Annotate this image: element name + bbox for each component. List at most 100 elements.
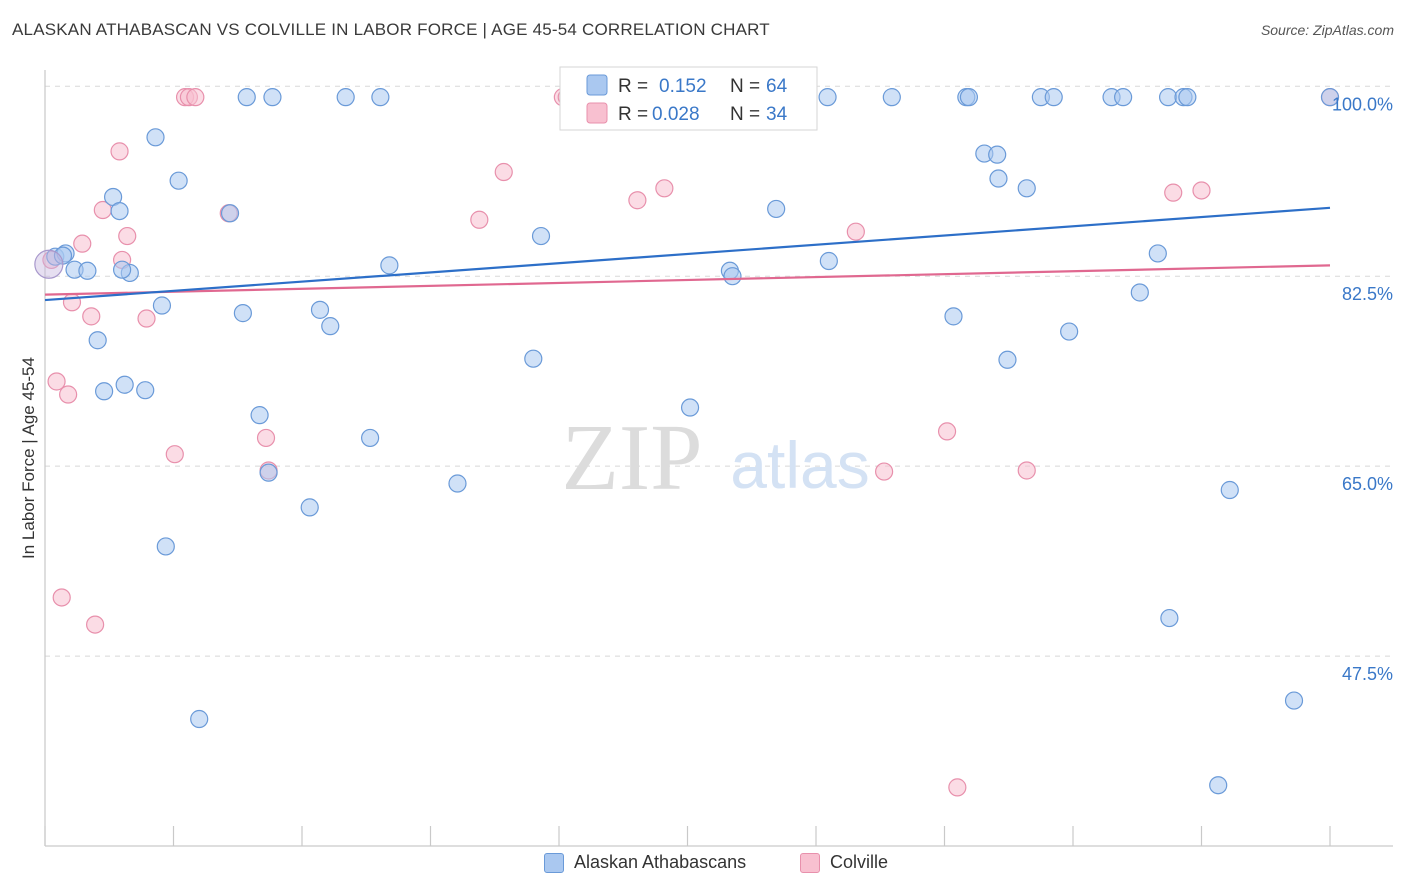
athabascan-point-3 (78, 261, 97, 280)
athabascan-point-20 (259, 463, 278, 482)
athabascan-point-56 (1178, 88, 1197, 107)
colville-point-25 (655, 179, 674, 198)
athabascan-point-37 (882, 88, 901, 107)
stats-r-value-pink: 0.028 (652, 104, 700, 125)
athabascan-point-59 (1284, 691, 1304, 710)
athabascan-point-28 (380, 256, 399, 275)
athabascan-point-35 (818, 88, 837, 107)
athabascan-point-16 (220, 204, 240, 223)
athabascan-point-44 (998, 350, 1017, 369)
stats-n-value-blue: 64 (766, 76, 788, 97)
athabascan-point-34 (767, 199, 786, 219)
legend-item-colville: Colville (800, 852, 888, 873)
colville-point-13 (165, 445, 184, 464)
y-tick-label-2: 65.0% (1342, 474, 1393, 494)
legend-swatch-pink (800, 852, 820, 873)
athabascan-point-43 (989, 169, 1008, 188)
stats-n-label-pink: N = (730, 104, 760, 125)
colville-point-31 (1192, 181, 1211, 200)
stats-r-label-blue: R = (618, 76, 648, 97)
athabascan-point-53 (1158, 88, 1178, 107)
source-credit: Source: ZipAtlas.com (1260, 22, 1394, 38)
stats-r-value-blue: 0.152 (659, 76, 707, 97)
athabascan-point-21 (263, 88, 282, 107)
colville-point-29 (1017, 461, 1036, 480)
x-axis-ticks (44, 826, 1331, 846)
colville-point-21 (494, 162, 513, 182)
athabascan-point-40 (959, 88, 979, 107)
colville-point-6 (82, 307, 101, 326)
athabascan-point-14 (169, 171, 188, 190)
colville-point-3 (59, 385, 78, 404)
athabascan-point-57 (1209, 776, 1228, 795)
y-tick-label-0: 100.0% (1332, 94, 1393, 114)
athabascan-point-45 (1017, 179, 1036, 198)
athabascan-point-17 (233, 304, 252, 323)
stats-n-value-pink: 34 (766, 104, 788, 125)
athabascan-point-27 (371, 88, 390, 107)
athabascan-point-8 (115, 375, 134, 394)
legend-label-athabascans: Alaskan Athabascans (574, 852, 747, 872)
athabascan-point-60 (1320, 88, 1340, 107)
stats-n-label-blue: N = (730, 76, 760, 97)
athabascan-point-19 (250, 406, 269, 425)
colville-point-16 (186, 88, 205, 107)
y-tick-label-1: 82.5% (1342, 284, 1393, 304)
athabascan-point-30 (524, 349, 543, 368)
athabascan-point-13 (156, 537, 175, 556)
athabascan-point-42 (988, 145, 1007, 164)
colville-point-11 (118, 226, 137, 246)
y-tick-labels: 100.0% 82.5% 65.0% 47.5% (1332, 94, 1393, 684)
athabascan-point-7 (110, 201, 129, 221)
athabascan-point-24 (321, 317, 340, 336)
athabascan-point-48 (1060, 322, 1079, 341)
colville-point-32 (948, 778, 967, 797)
athabascan-point-31 (531, 226, 551, 246)
colville-trend-line (44, 264, 1331, 296)
athabascan-point-23 (310, 300, 330, 319)
athabascan-point-54 (1160, 608, 1179, 628)
athabascan-point-4 (88, 331, 107, 350)
athabascan-point-10 (136, 381, 155, 400)
colville-point-30 (1164, 183, 1183, 202)
athabascan-point-52 (1148, 244, 1167, 263)
chart-title: ALASKAN ATHABASCAN VS COLVILLE IN LABOR … (12, 20, 770, 39)
legend-swatch-blue (544, 852, 564, 873)
colville-point-4 (62, 293, 82, 312)
athabascan-point-32 (680, 398, 700, 417)
colville-point-28 (937, 422, 957, 441)
athabascan-point-51 (1130, 283, 1149, 302)
colville-point-18 (256, 428, 276, 448)
athabascan-point-18 (237, 88, 256, 107)
colville-point-5 (73, 234, 92, 253)
watermark-zip: ZIP (562, 406, 703, 510)
athabascan-point-26 (361, 428, 380, 448)
legend-item-athabascans: Alaskan Athabascans (544, 852, 746, 873)
stats-r-label-pink: R = (618, 104, 648, 125)
athabascan-point-38 (944, 307, 963, 326)
series-legend: Alaskan Athabascans Colville (0, 850, 1406, 880)
athabascan-point-47 (1044, 88, 1063, 107)
stats-swatch-pink (586, 102, 608, 124)
colville-point-2 (52, 588, 71, 607)
athabascan-points (34, 88, 1340, 795)
y-axis-label: In Labor Force | Age 45-54 (19, 357, 38, 559)
colville-point-7 (86, 615, 105, 634)
athabascan-point-25 (336, 88, 355, 107)
athabascan-point-29 (448, 474, 467, 493)
athabascan-point-36 (819, 251, 838, 271)
colville-point-26 (846, 222, 865, 241)
colville-point-1 (47, 372, 66, 391)
colville-point-12 (137, 309, 156, 328)
overlap-point (34, 249, 64, 279)
athabascan-point-12 (152, 296, 172, 315)
athabascan-point-50 (1114, 88, 1133, 107)
stats-legend: R = 0.152 N = 64 R = 0.028 N = 34 (559, 66, 818, 131)
athabascan-point-63 (723, 267, 742, 286)
trend-lines (44, 206, 1331, 302)
athabascan-point-11 (146, 128, 165, 147)
athabascan-point-62 (112, 260, 132, 279)
athabascan-point-5 (95, 382, 114, 401)
colville-point-20 (470, 210, 489, 229)
athabascan-point-22 (300, 498, 319, 517)
